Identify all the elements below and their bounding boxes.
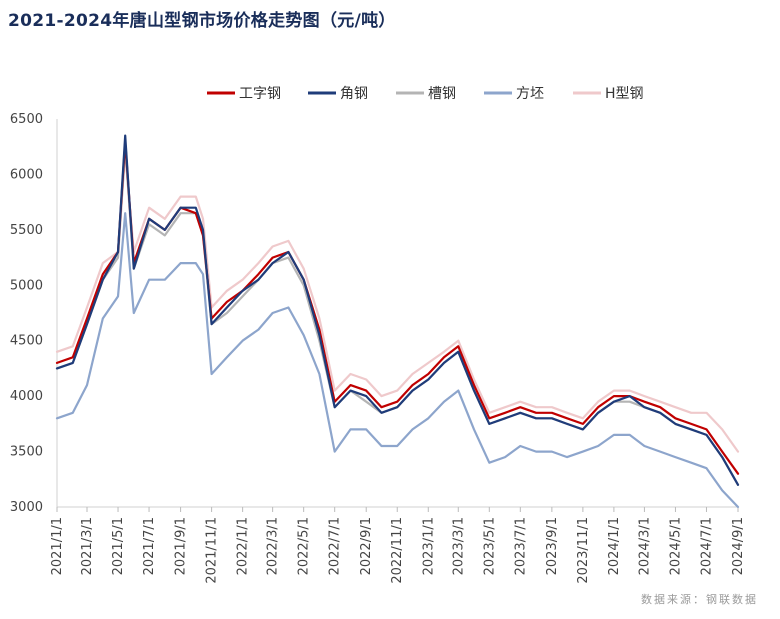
x-tick-label: 2021/11/1 xyxy=(205,517,220,584)
y-tick-label: 3000 xyxy=(10,500,43,515)
series-line-1 xyxy=(55,140,740,475)
y-tick-label: 6000 xyxy=(10,167,43,182)
y-tick-label: 4000 xyxy=(10,389,43,404)
y-tick-label: 4500 xyxy=(10,334,43,349)
legend-label: 角钢 xyxy=(340,86,368,102)
x-tick-label: 2023/3/1 xyxy=(451,517,466,575)
x-tick-label: 2021/9/1 xyxy=(174,517,189,575)
x-tick-label: 2021/3/1 xyxy=(80,517,95,575)
legend-label: 工字钢 xyxy=(239,86,281,102)
x-tick-label: 2023/9/1 xyxy=(545,517,560,575)
legend-label: 槽钢 xyxy=(428,86,456,102)
y-tick-label: 3500 xyxy=(10,445,43,460)
y-axis: 3000 3500 4000 4500 5000 5500 6000 6500 xyxy=(10,112,58,515)
legend: 工字钢 角钢 槽钢 方坯 H型钢 xyxy=(207,86,644,102)
x-tick-label: 2022/11/1 xyxy=(390,517,405,584)
x-tick-label: 2022/5/1 xyxy=(297,517,312,575)
y-tick-label: 5500 xyxy=(10,223,43,238)
series-line-3 xyxy=(55,145,740,486)
x-tick-label: 2023/7/1 xyxy=(513,517,528,575)
series-line-5 xyxy=(55,151,740,453)
x-tick-label: 2021/1/1 xyxy=(50,517,65,575)
series-lines xyxy=(55,134,740,509)
x-tick-label: 2024/5/1 xyxy=(668,517,683,575)
series-line-2 xyxy=(55,134,740,486)
series-line-4 xyxy=(55,212,740,509)
x-tick-label: 2021/7/1 xyxy=(142,517,157,575)
x-tick-label: 2022/7/1 xyxy=(328,517,343,575)
x-tick-label: 2024/3/1 xyxy=(637,517,652,575)
x-axis: 2021/1/1 2021/3/1 2021/5/1 2021/7/1 2021/9/1… xyxy=(50,506,746,584)
x-tick-label: 2022/1/1 xyxy=(236,517,251,575)
data-source-note: 数据来源：钢联数据 xyxy=(641,593,758,606)
x-tick-label: 2023/1/1 xyxy=(421,517,436,575)
x-tick-label: 2023/5/1 xyxy=(482,517,497,575)
x-tick-label: 2022/9/1 xyxy=(359,517,374,575)
x-tick-label: 2023/11/1 xyxy=(576,517,591,584)
x-tick-label: 2022/3/1 xyxy=(266,517,281,575)
legend-label: H型钢 xyxy=(605,86,644,102)
x-tick-label: 2024/9/1 xyxy=(731,517,746,575)
x-tick-label: 2024/7/1 xyxy=(699,517,714,575)
y-tick-label: 5000 xyxy=(10,278,43,293)
x-tick-label: 2024/1/1 xyxy=(607,517,622,575)
y-tick-label: 6500 xyxy=(10,112,43,127)
legend-label: 方坯 xyxy=(516,86,544,102)
chart-title: 2021-2024年唐山型钢市场价格走势图（元/吨） xyxy=(8,11,396,31)
x-tick-label: 2021/5/1 xyxy=(111,517,126,575)
